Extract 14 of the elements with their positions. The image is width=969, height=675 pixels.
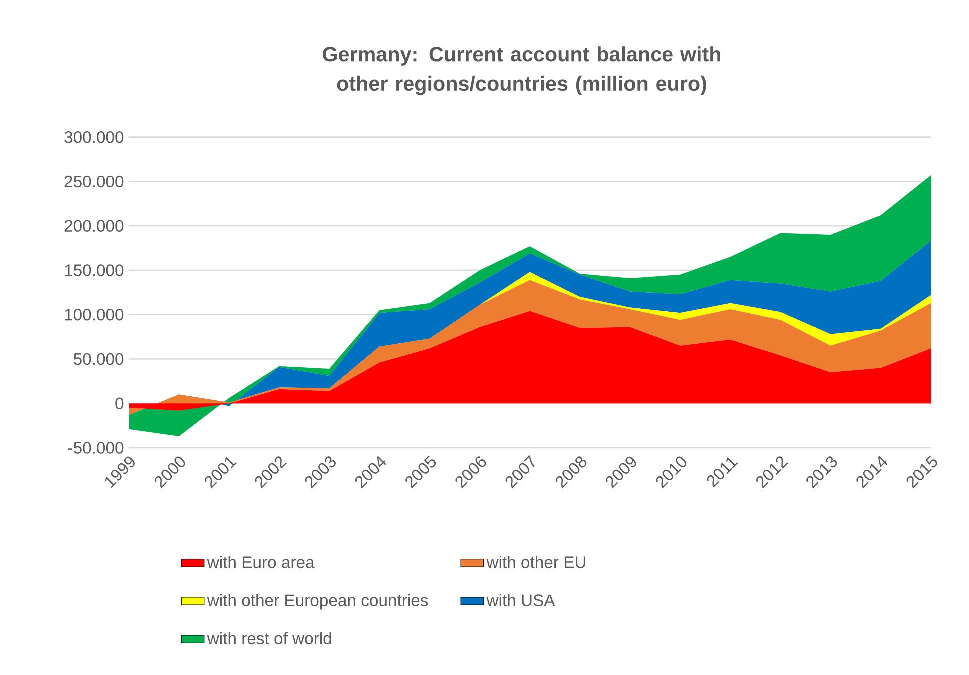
chart-title: Germany: Current account balance with other regions/countries (million euro) — [323, 46, 720, 96]
legend-label: with other EU — [486, 556, 586, 568]
y-tick-label: 50.000 — [74, 353, 124, 366]
y-tick-label: 300.000 — [64, 131, 124, 144]
y-tick-label: 200.000 — [64, 220, 124, 232]
y-tick-label: -50.000 — [68, 442, 124, 454]
y-tick-label: 250.000 — [64, 176, 124, 188]
y-tick-label: 0 — [116, 398, 124, 410]
legend-label: with USA — [486, 594, 556, 606]
y-tick-label: 150.000 — [65, 264, 124, 276]
y-tick-label: 100.000 — [65, 308, 124, 321]
legend-label: with rest of world — [207, 632, 332, 645]
legend-label: with Euro area — [207, 556, 315, 568]
legend-label: with other European countries — [207, 594, 428, 610]
